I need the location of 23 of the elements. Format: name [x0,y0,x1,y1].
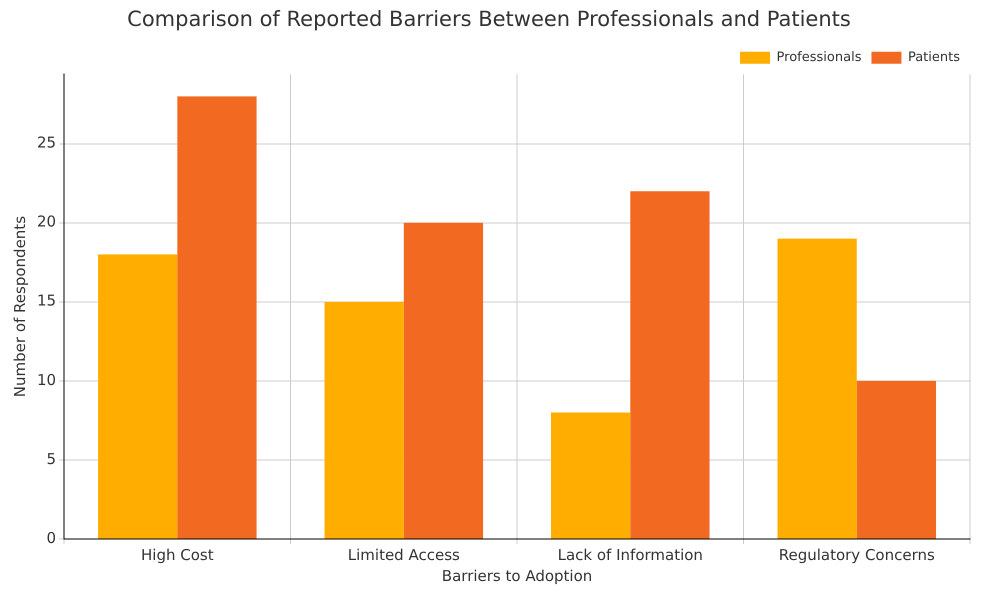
chart-title: Comparison of Reported Barriers Between Professionals and Patients [127,7,851,32]
x-axis-title: Barriers to Adoption [442,566,592,585]
y-tick-label: 5 [46,450,56,468]
y-tick-label: 15 [36,292,56,310]
y-tick-label: 20 [36,212,56,231]
bar [777,238,857,538]
bar [630,191,710,538]
legend-label: Professionals [776,50,862,66]
x-tick-label: Regulatory Concerns [778,546,935,564]
bar [856,380,936,538]
bar [404,222,484,538]
bar [324,302,404,538]
bar [551,412,630,538]
y-axis-title: Number of Respondents [10,216,29,398]
y-tick-label: 0 [46,528,56,547]
x-tick-label: High Cost [141,546,214,564]
y-tick-label: 25 [36,134,56,152]
y-tick-label: 10 [36,370,56,389]
x-tick-label: Limited Access [348,546,460,564]
bar [98,254,178,538]
legend-label: Patients [908,50,960,66]
x-tick-label: Lack of Information [558,546,703,564]
bar [177,96,257,538]
